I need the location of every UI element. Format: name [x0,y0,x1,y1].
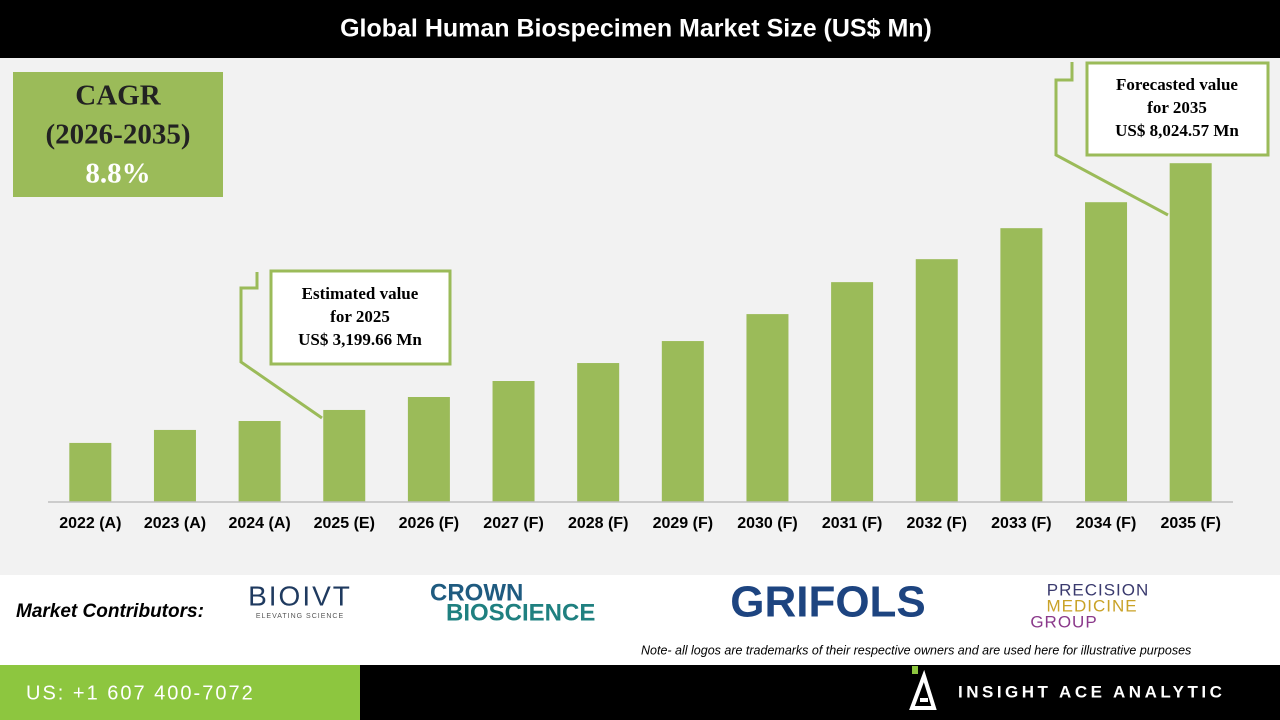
cagr-box [13,72,223,197]
annotation-text: Estimated value [302,284,419,303]
annotation-box [1085,61,1270,157]
contributors-title: Market Contributors: [16,601,204,622]
logo: GROUP [1030,612,1097,631]
bar [492,380,535,502]
logo-note: Note- all logos are trademarks of their … [641,643,1191,657]
x-tick-label: 2031 (F) [822,515,882,532]
x-tick-label: 2027 (F) [483,515,543,532]
x-tick-label: 2028 (F) [568,515,628,532]
annotation-text: Forecasted value [1116,75,1238,94]
logo: GRIFOLS [730,578,926,627]
bar [153,429,196,502]
chart: 2022 (A) 2023 (A) 2024 (A) 2025 (E) 2026 (F)… [48,75,1239,532]
brand-icon [909,669,937,710]
cagr-period: (2026-2035) [46,119,191,151]
bar [323,409,366,502]
footer-left [0,665,360,720]
cagr-label: CAGR [75,80,161,112]
logo: ELEVATING SCIENCE [256,613,344,620]
title-bar [0,0,1280,58]
x-tick-label: 2029 (F) [653,515,713,532]
bar [831,282,874,502]
annotation-connector [239,272,323,420]
footer-brand: INSIGHT ACE ANALYTIC [958,682,1225,701]
x-tick-label: 2024 (A) [228,515,290,532]
bar [69,442,112,502]
logo: BIOIVT [248,580,352,611]
x-tick-label: 2035 (F) [1160,515,1220,532]
bar [577,363,620,502]
contributors-band [0,575,1280,665]
logo: BIOSCIENCE [446,599,595,626]
x-tick-label: 2025 (E) [314,515,375,532]
brand-icon-accent [912,666,918,674]
x-tick-label: 2032 (F) [907,515,967,532]
bar [1169,163,1212,502]
bar [661,341,704,502]
bar [238,420,281,502]
x-tick-label: 2023 (A) [144,515,206,532]
annotation-text: US$ 8,024.57 Mn [1115,121,1239,140]
bar [746,314,789,502]
annotation-connector [1054,62,1169,217]
footer-right [360,665,1280,720]
chart-title: Global Human Biospecimen Market Size (US… [340,15,932,43]
x-tick-label: 2022 (A) [59,515,121,532]
x-tick-label: 2034 (F) [1076,515,1136,532]
logo: PRECISION [1047,580,1150,599]
x-tick-label: 2033 (F) [991,515,1051,532]
x-tick-label: 2030 (F) [737,515,797,532]
annotation-text: for 2025 [330,307,390,326]
logo: MEDICINE [1046,596,1137,615]
annotation-box [269,269,452,366]
annotation-text: US$ 3,199.66 Mn [298,330,422,349]
annotation-text: for 2035 [1147,98,1207,117]
bar [407,397,450,502]
cagr-value: 8.8% [85,158,150,190]
bar [1000,228,1043,502]
bar [1085,202,1128,503]
bar [915,259,958,502]
footer-phone: US: +1 607 400-7072 [26,682,255,704]
logo: CROWN [430,579,523,606]
x-tick-label: 2026 (F) [399,515,459,532]
